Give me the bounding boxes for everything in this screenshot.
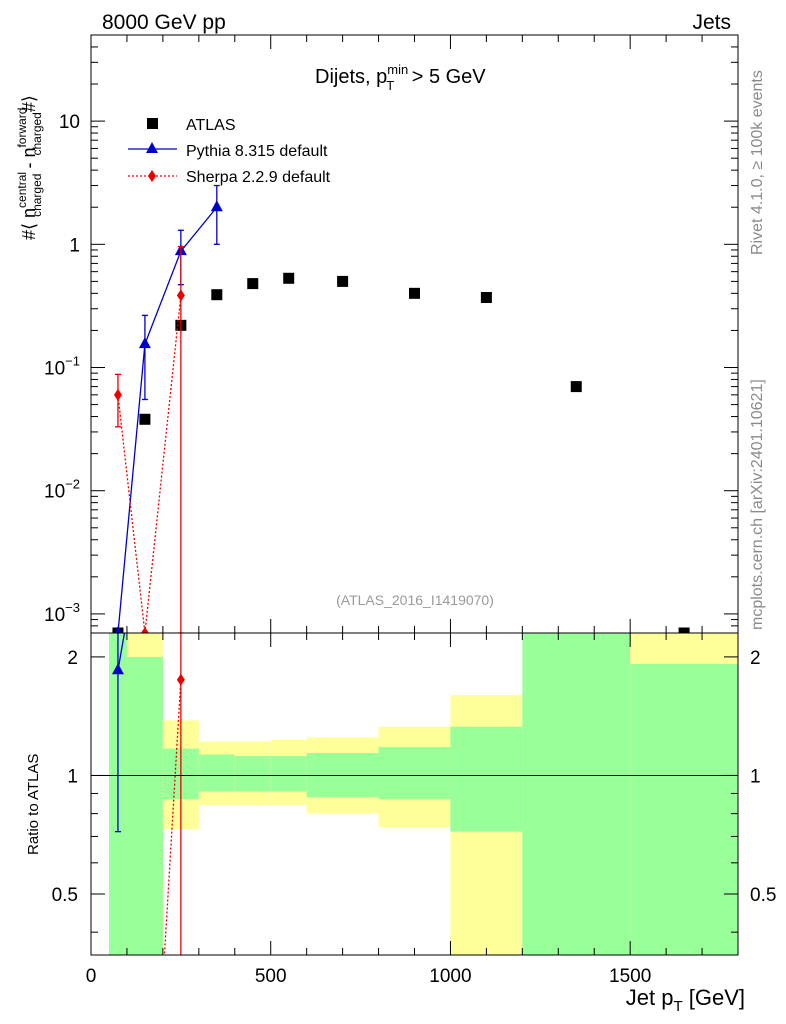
lower-data (111, 633, 185, 955)
ylabel-b: - n (19, 148, 39, 174)
legend-marker-atlas (147, 118, 158, 129)
point-atlas-1 (139, 413, 151, 425)
point-atlas-8 (480, 292, 492, 304)
ratio-band-14 (378, 747, 451, 800)
x-axis-label: Jet pT [GeV] (626, 985, 745, 1015)
ratio-band-10 (270, 756, 307, 792)
ylabel-a-sup: central (15, 172, 29, 208)
ylabel-b-sub: charged (30, 112, 44, 155)
y-tick-label-upper-0: 10−3 (44, 600, 80, 626)
ratio-line-pythia (117, 633, 126, 671)
y-tick-base-1: 10 (44, 482, 65, 503)
y-tick-label-lower-left-1: 1 (67, 766, 78, 787)
xlabel-sub: T (673, 998, 682, 1015)
y-tick-label-lower-left-0: 0.5 (52, 885, 78, 906)
x-tick-label-500: 500 (255, 966, 287, 987)
title-sup: min (387, 62, 408, 77)
point-sherpa-0 (113, 388, 122, 401)
ratio-point-sherpa (176, 673, 185, 686)
chart-title: Dijets, pmin T > 5 GeV (315, 62, 486, 93)
point-pythia-0 (114, 626, 122, 633)
x-tick-label-1500: 1500 (609, 966, 651, 987)
ratio-band-16 (450, 726, 523, 832)
upper-data (112, 184, 690, 633)
y-tick-label-lower-right-1: 1 (750, 766, 761, 787)
legend-marker-sherpa (148, 170, 156, 182)
xlabel-rest: [GeV] (683, 985, 745, 1010)
ratio-bands (108, 633, 738, 955)
point-atlas-3 (211, 289, 223, 301)
y-axis-label-lower: Ratio to ATLAS (25, 754, 42, 855)
x-tick-label-0: 0 (86, 966, 97, 987)
y-tick-label-upper-2: 10−1 (44, 354, 80, 380)
y-tick-label-lower-left-2: 2 (67, 648, 78, 669)
ratio-band-6 (198, 754, 235, 792)
point-atlas-10 (678, 627, 690, 633)
point-pythia-1 (138, 337, 151, 349)
header-left-label: 8000 GeV pp (102, 11, 226, 34)
ratio-band-2 (126, 656, 163, 955)
point-atlas-5 (283, 272, 295, 284)
mcplots-label: mcplots.cern.ch [arXiv:2401.10621] (749, 379, 766, 630)
legend-label-sherpa: Sherpa 2.2.9 default (186, 169, 331, 186)
ratio-band-17 (522, 633, 631, 955)
y-tick-label-lower-right-0: 0.5 (750, 885, 776, 906)
y-tick-base-0: 10 (44, 605, 65, 626)
y-tick-exp-2: −1 (65, 354, 80, 369)
point-atlas-4 (247, 278, 259, 290)
y-axis-label-upper: #⟨ ncentralcharged - nforwardcharged#⟩ (15, 95, 44, 240)
y-tick-label-lower-right-2: 2 (750, 648, 761, 669)
legend: ATLAS Pythia 8.315 default Sherpa 2.2.9 … (128, 117, 331, 186)
title-sub: T (386, 78, 394, 93)
series-line-pythia (117, 206, 218, 633)
point-atlas-6 (337, 275, 349, 287)
ylabel-b-sup: forward (15, 108, 29, 148)
legend-label-pythia: Pythia 8.315 default (186, 143, 328, 160)
y-tick-label-upper-4: 10 (59, 112, 80, 133)
analysis-label: (ATLAS_2016_I1419070) (336, 592, 494, 608)
title-rest: > 5 GeV (406, 66, 486, 88)
point-atlas-9 (570, 381, 582, 393)
y-tick-label-upper-3: 1 (69, 235, 80, 256)
point-sherpa-1 (140, 627, 149, 633)
ratio-band-19 (630, 663, 738, 955)
rivet-label: Rivet 4.1.0, ≥ 100k events (749, 70, 766, 255)
legend-marker-pythia (146, 142, 158, 153)
ylabel-a-sub: charged (30, 174, 44, 217)
y-tick-base-2: 10 (44, 359, 65, 380)
point-atlas-7 (409, 287, 420, 299)
ratio-point-pythia (111, 663, 124, 675)
ylabel-c: #⟩ (19, 95, 39, 112)
title-main: Dijets, p (315, 66, 387, 88)
ratio-band-8 (234, 756, 271, 792)
legend-label-atlas: ATLAS (186, 117, 236, 134)
header-right-label: Jets (692, 11, 731, 34)
point-sherpa-2 (176, 289, 185, 302)
ylabel-a: #⟨ n (19, 208, 39, 240)
y-tick-exp-1: −2 (65, 477, 80, 492)
point-pythia-3 (210, 200, 223, 212)
xlabel-main: Jet p (626, 985, 674, 1010)
x-tick-label-1000: 1000 (429, 966, 471, 987)
y-tick-exp-0: −3 (65, 600, 80, 615)
y-tick-label-upper-1: 10−2 (44, 477, 80, 503)
